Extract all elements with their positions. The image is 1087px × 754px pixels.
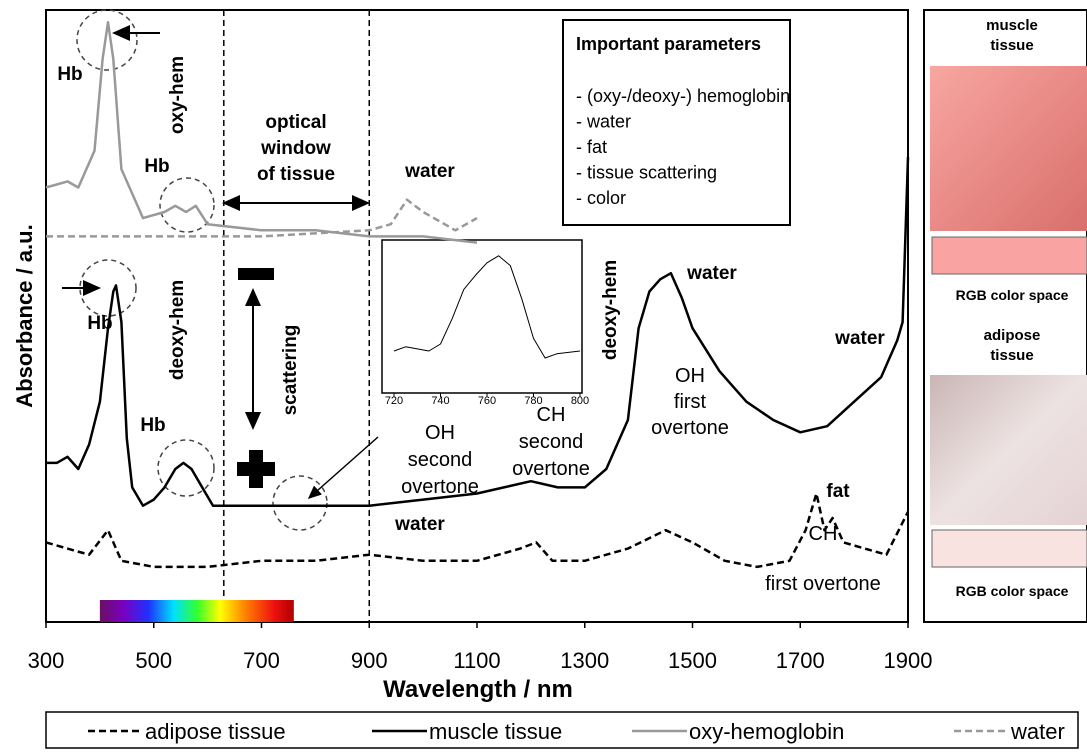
circle [272,475,328,531]
x-tick-label: 700 [243,648,280,673]
x-axis-label: Wavelength / nm [383,676,573,703]
data-line [393,255,581,359]
circle [79,259,137,317]
annotation: overtone [512,458,590,480]
annotation: OH [675,365,705,387]
annotation: of tissue [257,164,335,185]
x-tick-label: 1700 [776,648,825,673]
plus-sign [237,450,275,488]
legend-label: adipose tissue [145,719,286,744]
x-tick-label: 1100 [453,648,500,673]
x-tick-label: 1300 [560,648,609,673]
y-axis-label: Absorbance / a.u. [12,224,37,407]
annotation: oxy-hem [167,56,188,134]
data-line [45,20,478,244]
arrow [307,436,379,499]
annotation: overtone [651,417,729,439]
annotation: optical [265,112,326,133]
annotation: deoxy-hem [600,260,621,360]
panel-title: tissue [990,37,1033,54]
arrows [62,25,379,499]
annotation: overtone [401,476,479,498]
panel-title: muscle [986,17,1038,34]
inset-x-tick-label: 760 [478,395,496,407]
annotation: CH [809,523,838,545]
color-swatch [931,529,1087,568]
panel-caption: RGB color space [956,583,1069,599]
inset-x-tick-label: 780 [524,395,542,407]
annotation: fat [826,481,850,502]
info-item: - fat [576,137,607,157]
annotation: window [260,138,331,159]
x-tick-label: 1500 [668,648,717,673]
annotation: Hb [57,64,82,85]
inset-frame [381,239,583,394]
minus-sign [238,268,274,280]
annotation: Hb [140,415,165,436]
x-tick-label: 900 [351,648,388,673]
annotation: scattering [280,325,301,416]
highlight-circles [76,9,328,531]
circle [159,177,215,233]
circle [76,9,138,71]
annotation: CH [537,404,566,426]
info-item: - (oxy-/deoxy-) hemoglobin [576,86,790,106]
x-tick-label: 1900 [884,648,933,673]
annotation: water [686,263,737,284]
side-frame [923,9,1087,623]
panel-title: tissue [990,347,1033,364]
visible-spectrum [99,600,294,622]
annotation: water [394,514,445,535]
info-title: Important parameters [576,34,761,54]
annotation: second [519,431,584,453]
annotation: water [404,161,455,182]
legend-label: water [1010,719,1065,744]
legend-label: oxy-hemoglobin [689,719,844,744]
circle [157,439,215,497]
data-line [46,156,910,507]
data-line [45,492,910,569]
adipose-photo [930,375,1087,525]
panel-caption: RGB color space [956,287,1069,303]
annotation: second [408,449,473,471]
info-item: - tissue scattering [576,163,717,183]
legend-box [45,711,1079,749]
inset-x-tick-label: 800 [571,395,589,407]
annotation: first overtone [765,573,881,595]
annotation: Hb [87,313,112,334]
annotation: first [674,391,707,413]
annotation: deoxy-hem [167,280,188,380]
inset-x-tick-label: 720 [385,395,403,407]
info-item: - color [576,188,626,208]
annotation: OH [425,422,455,444]
x-tick-label: 300 [28,648,65,673]
x-tick-label: 500 [135,648,172,673]
annotation: water [834,328,885,349]
annotation: Hb [144,156,169,177]
muscle-photo [930,66,1087,231]
legend-label: muscle tissue [429,719,562,744]
data-line [46,198,478,238]
info-item: - water [576,112,631,132]
color-swatch [931,236,1087,275]
panel-title: adipose [984,327,1041,344]
info-box [562,19,791,226]
inset-x-tick-label: 740 [431,395,449,407]
